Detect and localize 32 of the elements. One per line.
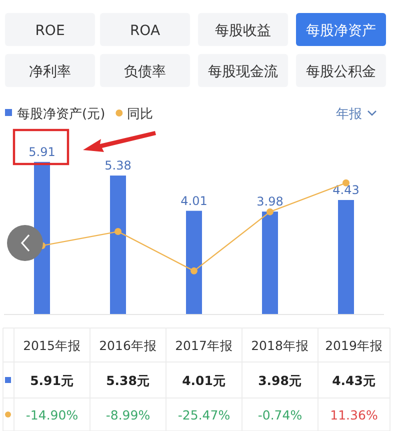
text: 4.43元 xyxy=(332,373,376,388)
point xyxy=(190,267,198,274)
text: 5.38元 xyxy=(106,373,150,388)
data-label: 3.98 xyxy=(256,194,284,209)
period-dropdown: 年报 xyxy=(336,107,376,122)
point xyxy=(266,208,274,216)
bar xyxy=(338,200,354,314)
text: 4.01元 xyxy=(182,373,226,388)
x-tick-label: 2019年报 xyxy=(325,338,383,353)
data-label: -25.47% xyxy=(178,408,230,422)
bar xyxy=(262,212,278,314)
data-label: -0.74% xyxy=(258,408,302,422)
data-label: 5.91 xyxy=(28,144,56,159)
bar xyxy=(110,176,126,314)
bar xyxy=(186,210,202,314)
legend-label: 同比 xyxy=(127,107,154,122)
text: 3.98元 xyxy=(258,373,302,388)
text: 5.91元 xyxy=(30,373,74,388)
point xyxy=(114,228,122,236)
data-label: 4.43 xyxy=(332,182,360,197)
x-tick-label: 2017年报 xyxy=(175,338,233,353)
data-label: -8.99% xyxy=(106,408,150,422)
x-tick-label: 2016年报 xyxy=(99,338,157,353)
legend-label: 每股净资产(元) xyxy=(17,107,106,122)
data-label: 5.38 xyxy=(104,158,132,173)
data-label: -14.90% xyxy=(26,408,78,422)
data-label: 11.36% xyxy=(330,408,378,422)
data-label: 4.01 xyxy=(180,194,208,208)
x-tick-label: 2015年报 xyxy=(23,338,81,353)
tabs: ROE ROA 每股收益 每股净资产 净利率 负债率 每股现金流 每股公积金 xyxy=(5,13,386,87)
x-tick-label: 2018年报 xyxy=(251,338,309,353)
chart-title: 每股净资产 xyxy=(306,23,376,39)
